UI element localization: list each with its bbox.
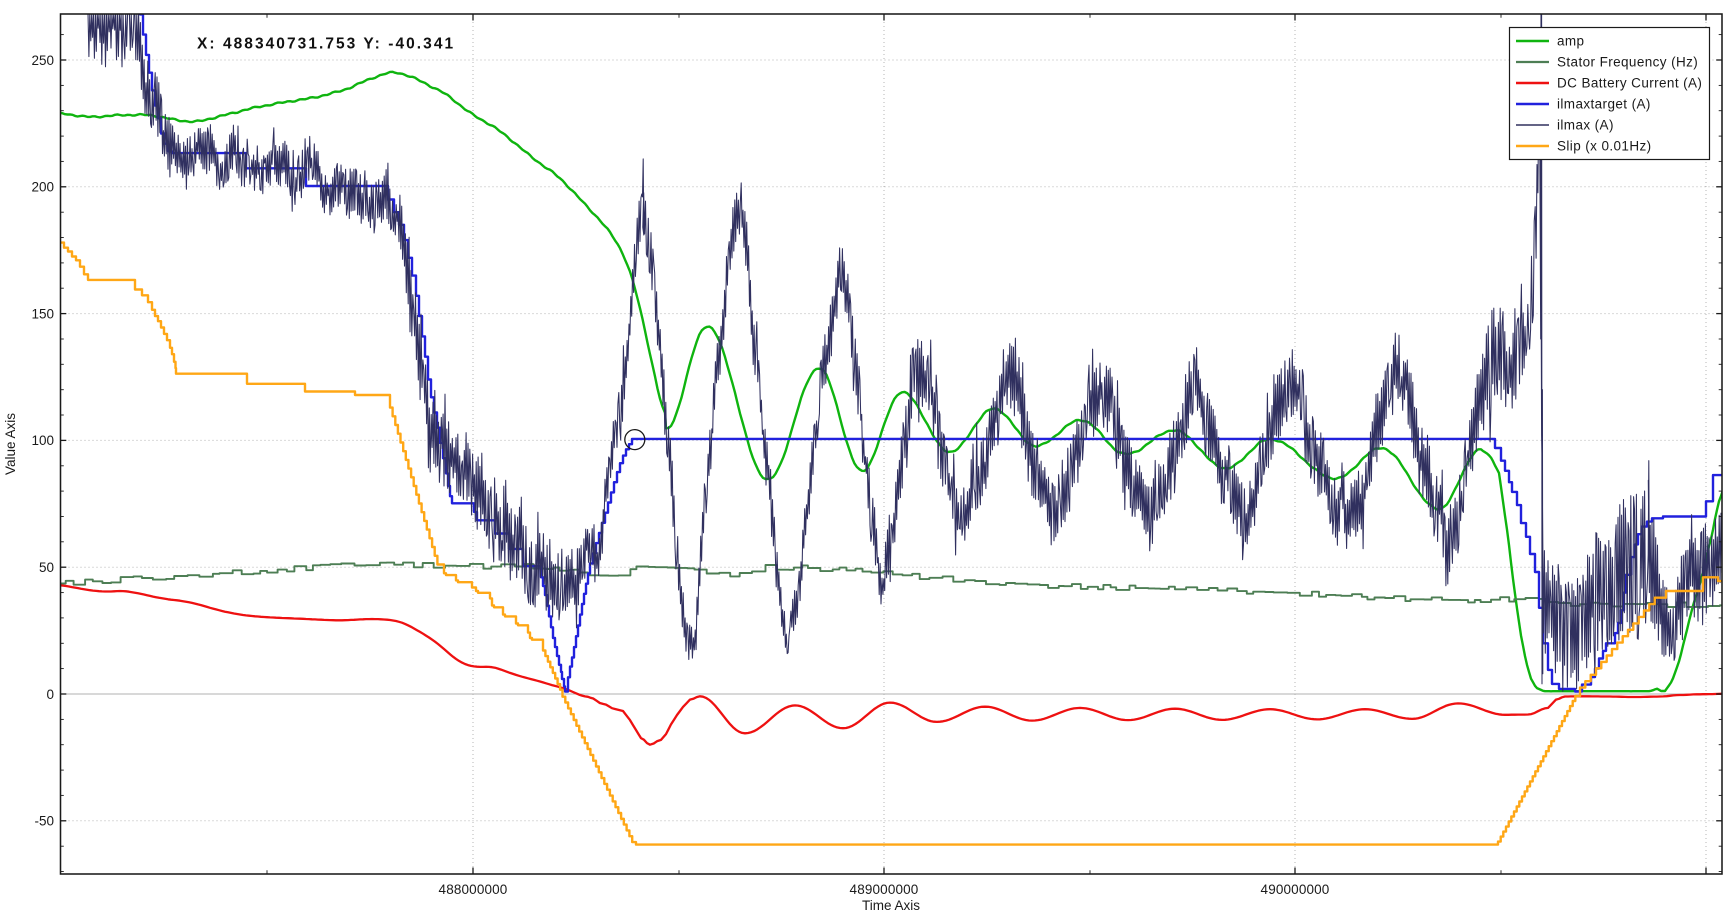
svg-text:489000000: 489000000	[850, 882, 919, 897]
svg-text:Value Axis: Value Axis	[3, 413, 18, 475]
svg-text:200: 200	[31, 180, 54, 195]
svg-text:100: 100	[31, 433, 54, 448]
svg-text:490000000: 490000000	[1261, 882, 1330, 897]
svg-text:ilmax (A): ilmax (A)	[1557, 118, 1614, 133]
svg-text:250: 250	[31, 53, 54, 68]
svg-text:0: 0	[46, 687, 54, 702]
svg-text:-50: -50	[34, 814, 54, 829]
svg-text:X: 488340731.753 Y: -40.341: X: 488340731.753 Y: -40.341	[197, 36, 455, 53]
svg-text:Time Axis: Time Axis	[862, 898, 920, 913]
svg-text:Slip (x 0.01Hz): Slip (x 0.01Hz)	[1557, 139, 1652, 154]
svg-text:Stator Frequency (Hz): Stator Frequency (Hz)	[1557, 55, 1698, 70]
svg-text:50: 50	[39, 560, 54, 575]
svg-text:488000000: 488000000	[439, 882, 508, 897]
svg-text:ilmaxtarget (A): ilmaxtarget (A)	[1557, 97, 1651, 112]
svg-text:amp: amp	[1557, 34, 1584, 49]
svg-text:150: 150	[31, 306, 54, 321]
svg-text:DC Battery Current (A): DC Battery Current (A)	[1557, 76, 1702, 91]
